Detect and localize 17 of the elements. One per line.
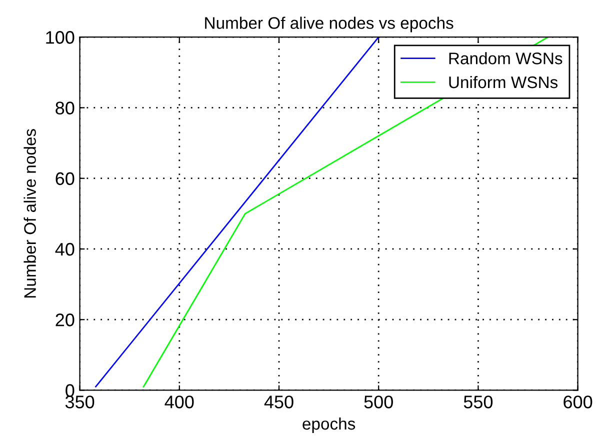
y-tick-label: 80 xyxy=(56,102,74,114)
x-tick-label: 600 xyxy=(564,396,592,408)
y-tick-label: 0 xyxy=(66,384,74,397)
x-tick-label: 450 xyxy=(264,396,294,408)
y-tick-label: 60 xyxy=(56,172,74,186)
legend-label: Uniform WSNs xyxy=(449,76,558,88)
y-tick-label: 20 xyxy=(56,314,74,326)
x-tick-label: 500 xyxy=(364,396,393,408)
y-tick-label: 40 xyxy=(55,242,74,256)
x-tick-label: 350 xyxy=(65,396,94,408)
x-axis-title: epochs xyxy=(302,417,356,434)
legend-label: Random WSNs xyxy=(449,52,562,64)
x-tick-label: 550 xyxy=(464,396,493,408)
y-tick-label: 100 xyxy=(46,31,74,44)
chart-title: Number Of alive nodes vs epochs xyxy=(205,16,454,32)
y-axis-title: Number Of alive nodes xyxy=(24,129,36,298)
x-tick-label: 400 xyxy=(164,396,194,408)
